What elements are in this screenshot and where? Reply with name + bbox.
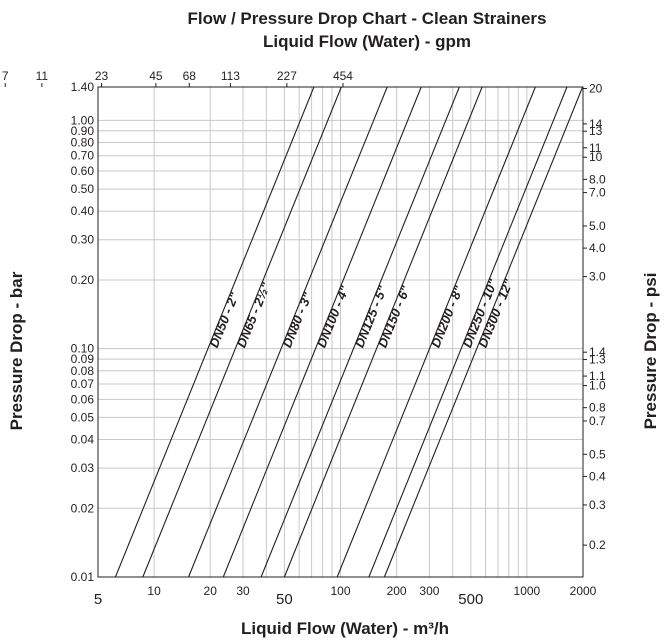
y-right-tick-label: 1.4 [589, 345, 606, 359]
x-top-tick-label: 454 [333, 69, 353, 83]
series-label-4: DN100 - 4" [314, 283, 353, 350]
x-tick-label: 20 [204, 584, 218, 598]
y-tick-label: 0.80 [71, 135, 95, 149]
grid [98, 87, 583, 577]
y-right-tick-label: 7.0 [589, 186, 606, 200]
x-top-tick-label: 7 [2, 69, 9, 83]
x-top-tick-label: 68 [183, 69, 197, 83]
y-right-tick-label: 0.3 [589, 498, 606, 512]
x-tick-label: 500 [458, 591, 483, 608]
y-right-tick-label: 13 [589, 124, 603, 138]
y-right-tick-label: 10 [589, 150, 603, 164]
series-line-1 [114, 86, 315, 578]
x-top-tick-label: 11 [36, 69, 49, 83]
x-tick-label: 200 [387, 584, 407, 598]
y-right-tick-label: 4.0 [589, 241, 606, 255]
y-right-tick-label: 0.2 [589, 538, 606, 552]
y-right-tick-label: 14 [589, 117, 603, 131]
x-tick-label: 1000 [514, 584, 541, 598]
y-tick-label: 0.40 [71, 204, 95, 218]
x-tick-label: 2000 [570, 584, 597, 598]
y-right-tick-label: 1.3 [589, 353, 606, 367]
x-top-tick-label: 113 [221, 69, 240, 83]
y-tick-label: 0.09 [71, 352, 95, 366]
y-axis-label-left: Pressure Drop - bar [7, 271, 26, 430]
series-label-2: DN65 - 2½" [234, 279, 274, 349]
x-top-tick-label: 227 [277, 69, 297, 83]
x-top-tick-label: 45 [149, 69, 163, 83]
plot-frame [97, 86, 584, 578]
y-tick-label: 0.01 [71, 570, 95, 584]
series-line-5 [260, 86, 460, 578]
y-tick-label: 0.70 [71, 149, 95, 163]
chart-title: Flow / Pressure Drop Chart - Clean Strai… [188, 9, 547, 28]
x-tick-label: 100 [330, 584, 350, 598]
x-tick-label: 300 [419, 584, 439, 598]
y-right-tick-label: 20 [589, 82, 603, 96]
x-tick-label: 30 [236, 584, 250, 598]
series-line-9 [383, 86, 584, 578]
y-right-tick-label: 1.0 [589, 379, 606, 393]
series-labels: DN50 - 2"DN65 - 2½" DN80 - 3"DN100 - 4" DN… [206, 276, 516, 350]
y-tick-label: 1.40 [71, 80, 95, 94]
y-right-tick-label: 1.1 [589, 369, 606, 383]
series-lines [114, 86, 584, 578]
y-tick-label: 0.03 [71, 461, 95, 475]
y-tick-label: 0.08 [71, 364, 95, 378]
y-right-tick-label: 3.0 [589, 270, 606, 284]
y-tick-label: 0.30 [71, 233, 95, 247]
series-line-8 [368, 86, 568, 578]
y-tick-label: 0.05 [71, 410, 95, 424]
series-line-2 [142, 86, 342, 578]
series-line-7 [336, 86, 536, 578]
y-tick-label: 0.60 [71, 164, 95, 178]
y-right-tick-label: 0.5 [589, 447, 606, 461]
y-right-tick-label: 11 [589, 141, 602, 155]
x-top-tick-label: 23 [95, 69, 109, 83]
y-tick-label: 1.00 [71, 113, 95, 127]
x-tick-label: 5 [94, 591, 102, 608]
tick-labels: 5102030501002003005001000200024711234568… [2, 69, 606, 608]
y-tick-label: 0.20 [71, 273, 95, 287]
series-line-3 [188, 86, 388, 578]
y-axis-label-right: Pressure Drop - psi [641, 273, 660, 430]
y-right-tick-label: 0.4 [589, 469, 606, 483]
y-right-tick-label: 5.0 [589, 219, 606, 233]
x-tick-label: 50 [276, 591, 293, 608]
y-right-tick-label: 8.0 [589, 172, 606, 186]
series-line-4 [222, 86, 422, 578]
y-tick-label: 0.06 [71, 392, 95, 406]
chart-subtitle: Liquid Flow (Water) - gpm [263, 32, 471, 51]
y-right-tick-label: 0.8 [589, 401, 606, 415]
series-line-6 [283, 86, 483, 578]
x-tick-label: 10 [147, 584, 161, 598]
x-axis-label: Liquid Flow (Water) - m³/h [241, 619, 449, 638]
y-tick-label: 0.90 [71, 124, 95, 138]
y-tick-label: 0.04 [71, 433, 95, 447]
y-tick-label: 0.50 [71, 182, 95, 196]
y-right-tick-label: 0.7 [589, 414, 606, 428]
y-tick-label: 0.02 [71, 501, 95, 515]
y-tick-label: 0.07 [71, 377, 95, 391]
y-tick-label: 0.10 [71, 342, 95, 356]
